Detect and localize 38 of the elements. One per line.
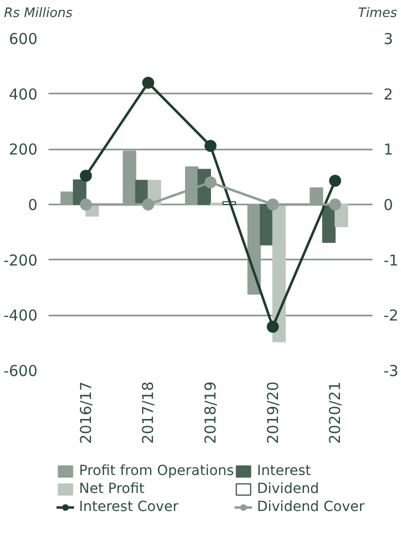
- bar: [60, 192, 74, 205]
- y2-tick-label: -3: [384, 362, 398, 380]
- y2-axis-title: Times: [358, 5, 397, 23]
- point: [329, 174, 342, 187]
- x-tick-label: 2017/18: [139, 381, 158, 444]
- y2-tick-label: 0: [384, 196, 394, 214]
- y2-tick-label: 3: [384, 30, 394, 48]
- point: [80, 170, 92, 182]
- y-tick-label: 200: [8, 140, 38, 159]
- x-tick-label: 2016/17: [76, 381, 95, 444]
- legend-label: Profit from Operations: [79, 462, 234, 480]
- y2-tick-label: -2: [384, 306, 398, 325]
- y-axis-title: Rs Millions: [4, 5, 73, 23]
- legend-label: Dividend Cover: [256, 498, 365, 516]
- y-tick-label: -400: [3, 306, 38, 325]
- point: [266, 320, 279, 333]
- x-tick-label: 2020/21: [326, 381, 344, 444]
- y-tick-label: -200: [3, 251, 38, 270]
- x-tick-label: 2019/20: [264, 381, 282, 444]
- point: [266, 198, 279, 210]
- legend-label: Interest Cover: [79, 498, 178, 516]
- bar: [272, 204, 286, 342]
- y-tick-label: 400: [8, 85, 38, 104]
- x-tick-label: 2018/19: [202, 381, 220, 444]
- y-tick-label: -600: [3, 362, 38, 380]
- legend-label: Dividend: [256, 480, 320, 498]
- legend-label: Net Profit: [79, 480, 145, 498]
- y-tick-label: 0: [28, 196, 38, 214]
- y2-tick-label: 2: [384, 85, 394, 104]
- point: [204, 140, 216, 152]
- y2-tick-label: 1: [384, 140, 394, 159]
- point: [329, 198, 342, 210]
- legend-label: Interest: [256, 462, 311, 480]
- point: [80, 198, 92, 210]
- point: [142, 198, 154, 210]
- point: [142, 76, 154, 89]
- y2-tick-label: -1: [384, 251, 398, 270]
- y-tick-label: 600: [8, 30, 38, 48]
